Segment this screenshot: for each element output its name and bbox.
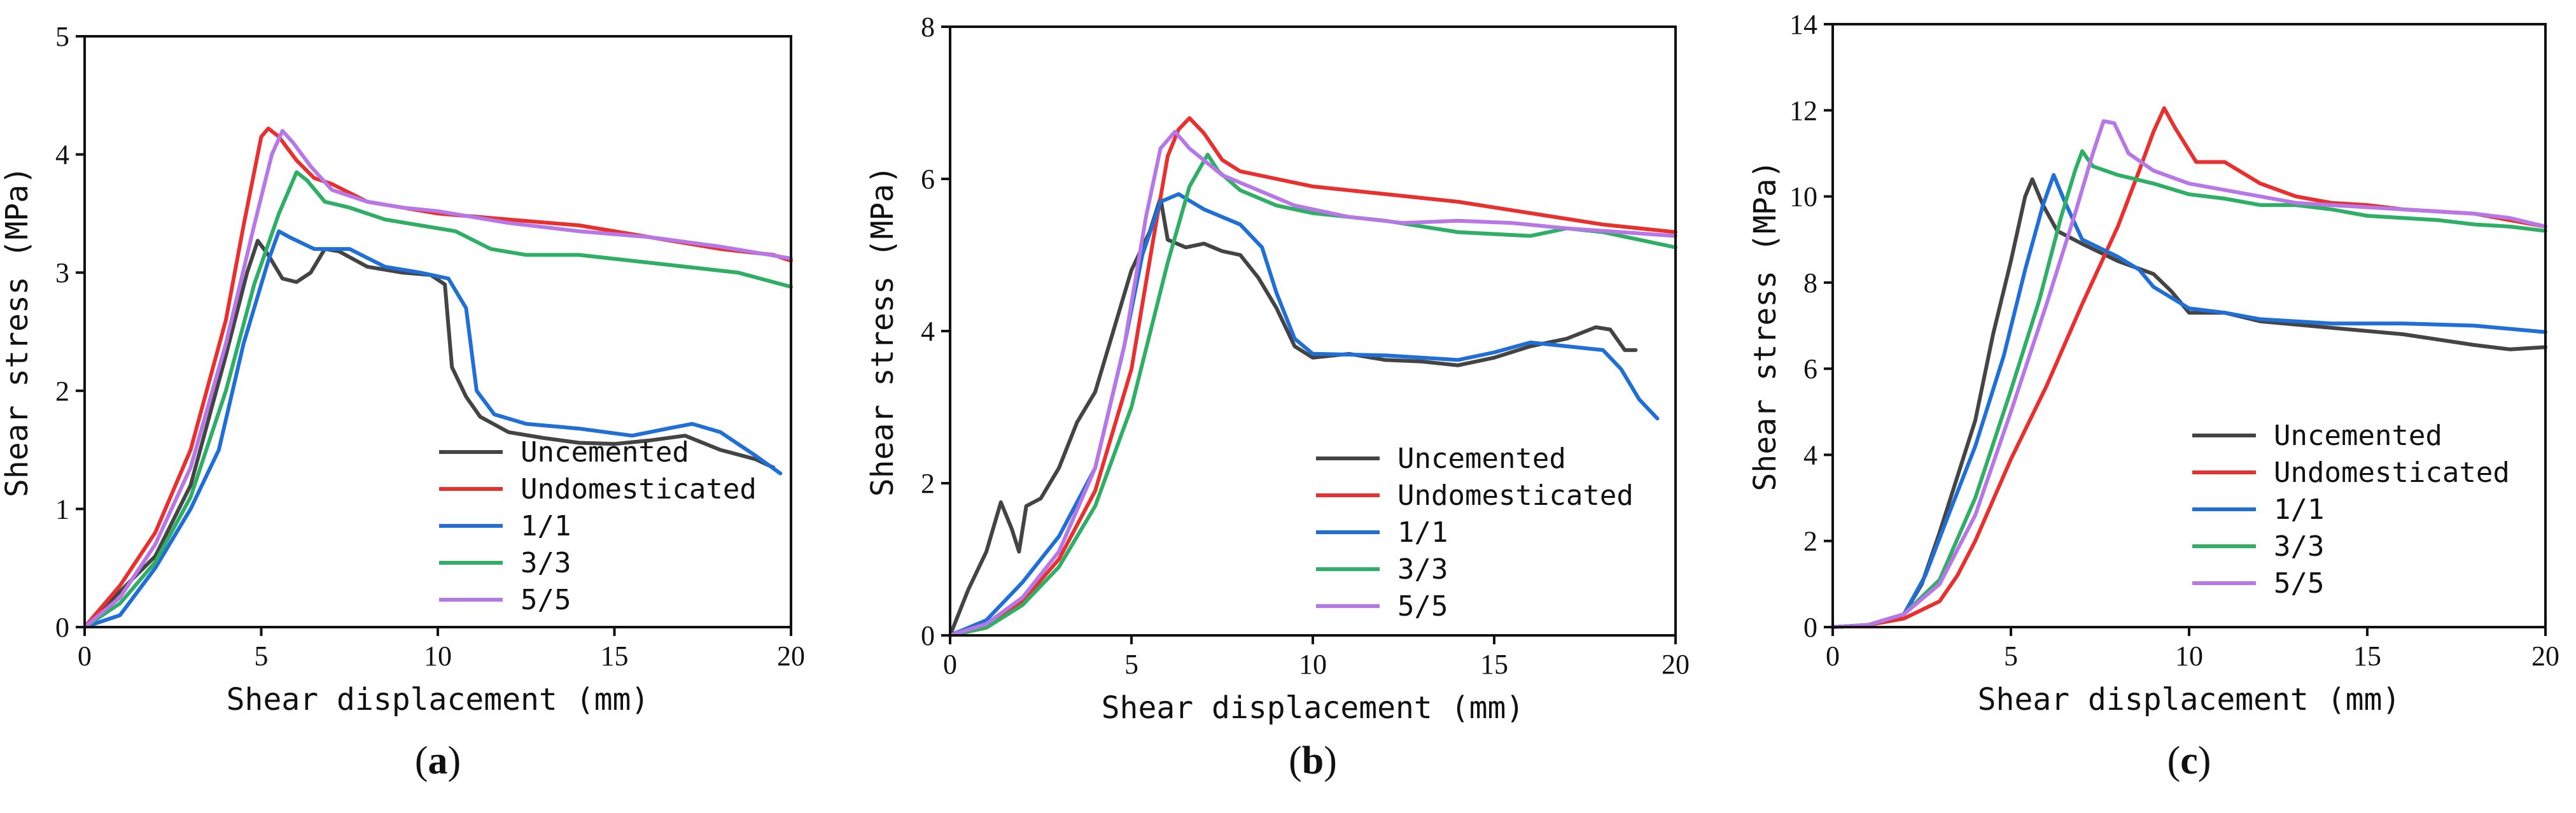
y-tick-label-b-3: 6 xyxy=(921,164,935,195)
legend-label-b-2: Undomesticated xyxy=(1397,479,1634,512)
x-tick-label-a-1: 5 xyxy=(255,640,269,672)
legend-label-c-4: 3/3 xyxy=(2274,530,2324,563)
legend-label-c-5: 5/5 xyxy=(2274,567,2324,600)
y-tick-label-a-4: 4 xyxy=(55,139,69,171)
legend-label-b-1: Uncemented xyxy=(1397,442,1566,475)
chart-panel-c: 0 5 10 15 20 0 2 4 6 8 10 12 14 Shear displacement (m… xyxy=(1747,9,2559,782)
legend-label-c-2: Undomesticated xyxy=(2274,456,2510,489)
series-line-a-4 xyxy=(83,170,793,629)
chart-panel-a: 0 5 10 15 20 0 1 2 3 4 5 Shear displacement (mm) She… xyxy=(0,21,805,782)
panel-label-b: (b) xyxy=(1289,739,1337,782)
x-tick-label-a-4: 20 xyxy=(777,640,805,672)
y-tick-label-b-1: 2 xyxy=(921,468,935,499)
series-line-b-1 xyxy=(948,195,1638,637)
y-axis-title-a: Shear stress (MPa) xyxy=(0,166,35,497)
x-axis-title-a: Shear displacement (mm) xyxy=(227,682,650,718)
y-tick-label-c-5: 10 xyxy=(1789,181,1817,213)
legend-label-c-1: Uncemented xyxy=(2274,420,2442,452)
legend-label-b-4: 3/3 xyxy=(1397,553,1448,586)
y-tick-label-b-2: 4 xyxy=(921,316,935,347)
series-line-c-5 xyxy=(1831,119,2547,629)
series-line-a-3 xyxy=(83,229,783,629)
y-tick-label-c-2: 4 xyxy=(1803,439,1817,470)
y-tick-label-c-7: 14 xyxy=(1789,9,1817,40)
series-group-b xyxy=(948,116,1677,637)
legend-a: Uncemented Undomesticated 1/1 3/3 5/5 xyxy=(439,436,757,616)
chart-panel-b: 0 5 10 15 20 0 2 4 6 8 Shear displacement (mm) Shea… xyxy=(865,11,1690,782)
y-tick-label-a-3: 3 xyxy=(55,257,69,288)
x-tick-label-b-0: 0 xyxy=(943,649,957,680)
series-line-a-1 xyxy=(83,239,776,629)
series-line-b-2 xyxy=(948,116,1677,637)
series-group-c xyxy=(1831,106,2547,629)
legend-label-a-5: 5/5 xyxy=(521,584,571,616)
series-line-c-4 xyxy=(1831,149,2547,629)
x-tick-label-a-0: 0 xyxy=(78,640,92,672)
x-axis-title-b: Shear displacement (mm) xyxy=(1102,690,1525,726)
y-axis-title-b: Shear stress (MPa) xyxy=(865,166,900,497)
y-tick-label-c-0: 0 xyxy=(1803,612,1817,643)
x-tick-label-a-3: 15 xyxy=(601,640,629,672)
y-tick-label-b-4: 8 xyxy=(921,11,935,43)
x-tick-label-c-1: 5 xyxy=(2004,640,2018,672)
panel-label-c: (c) xyxy=(2167,739,2211,782)
x-tick-label-c-0: 0 xyxy=(1826,640,1840,672)
legend-label-b-5: 5/5 xyxy=(1397,590,1448,623)
series-group-a xyxy=(83,126,793,629)
x-tick-label-c-2: 10 xyxy=(2175,640,2203,672)
y-tick-label-a-1: 1 xyxy=(55,493,69,525)
plot-frame-b xyxy=(949,25,1677,637)
y-tick-label-c-6: 12 xyxy=(1789,95,1817,126)
y-tick-label-a-5: 5 xyxy=(55,21,69,52)
series-line-b-5 xyxy=(948,129,1677,637)
series-line-c-3 xyxy=(1831,173,2547,629)
y-tick-label-c-4: 8 xyxy=(1803,267,1817,299)
x-tick-label-c-3: 15 xyxy=(2353,640,2381,672)
legend-label-a-2: Undomesticated xyxy=(521,473,757,505)
series-line-c-1 xyxy=(1831,177,2547,629)
x-tick-label-b-4: 20 xyxy=(1662,649,1690,680)
legend-label-c-3: 1/1 xyxy=(2274,493,2324,526)
series-line-a-2 xyxy=(83,126,793,629)
series-line-a-5 xyxy=(83,129,793,629)
x-tick-label-b-1: 5 xyxy=(1124,649,1138,680)
y-tick-label-a-2: 2 xyxy=(55,376,69,407)
y-tick-label-c-1: 2 xyxy=(1803,526,1817,557)
y-tick-label-b-0: 0 xyxy=(921,620,935,651)
plot-frame-a xyxy=(83,35,792,628)
x-tick-label-a-2: 10 xyxy=(424,640,452,672)
legend-b: Uncemented Undomesticated 1/1 3/3 5/5 xyxy=(1316,442,1634,623)
legend-label-a-4: 3/3 xyxy=(521,547,571,579)
y-tick-label-a-0: 0 xyxy=(55,612,69,643)
y-axis-title-c: Shear stress (MPa) xyxy=(1747,160,1783,491)
series-line-c-2 xyxy=(1831,106,2547,629)
legend-label-b-3: 1/1 xyxy=(1397,516,1448,549)
panel-label-a: (a) xyxy=(415,739,461,782)
legend-c: Uncemented Undomesticated 1/1 3/3 5/5 xyxy=(2192,420,2510,600)
x-tick-label-c-4: 20 xyxy=(2531,640,2559,672)
x-axis-title-c: Shear displacement (mm) xyxy=(1978,682,2401,718)
legend-label-a-1: Uncemented xyxy=(521,436,689,469)
y-tick-label-c-3: 6 xyxy=(1803,353,1817,385)
x-tick-label-b-2: 10 xyxy=(1299,649,1327,680)
x-tick-label-b-3: 15 xyxy=(1480,649,1508,680)
legend-label-a-3: 1/1 xyxy=(521,510,571,542)
